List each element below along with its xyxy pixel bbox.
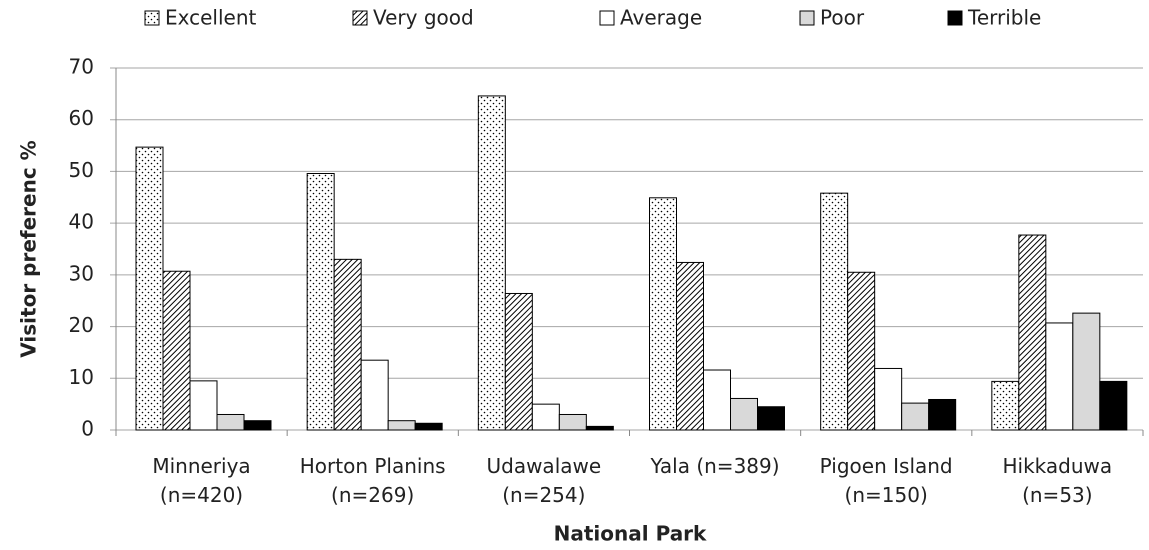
bar (1072, 312, 1101, 431)
x-tick-label: Horton Planins (n=269) (299, 454, 446, 507)
bar (558, 413, 587, 431)
legend-swatch (799, 10, 815, 26)
legend-label: Very good (373, 6, 474, 30)
bar (162, 270, 191, 431)
bar (676, 261, 704, 431)
bar (531, 403, 560, 431)
bar (243, 420, 272, 431)
legend-label: Excellent (165, 6, 257, 30)
y-tick-label: 40 (69, 210, 94, 234)
bar (1099, 380, 1128, 431)
bar (387, 420, 416, 431)
bar (477, 95, 506, 431)
bar (333, 258, 362, 431)
x-tick-label: Yala (n=389) (650, 454, 780, 478)
x-axis-title: National Park (554, 522, 707, 546)
bar (1045, 322, 1074, 431)
bar (901, 402, 930, 431)
legend-swatch (144, 10, 160, 26)
legend-swatch (947, 10, 963, 26)
bar (928, 398, 957, 431)
bar (414, 422, 443, 431)
bar (649, 197, 677, 431)
bar (991, 380, 1020, 431)
legend-swatch (352, 10, 368, 26)
x-tick-label: Udawalawe (n=254) (486, 454, 602, 507)
legend-swatch (599, 10, 615, 26)
bar (504, 292, 533, 431)
bar (189, 380, 218, 431)
y-tick-label: 60 (69, 106, 94, 130)
bar (820, 192, 849, 431)
bar (847, 271, 876, 431)
x-tick-label: Minneriya (n=420) (152, 454, 251, 507)
bar (703, 369, 731, 431)
y-tick-label: 0 (81, 417, 94, 441)
bar (730, 397, 758, 431)
bar (874, 367, 903, 431)
y-tick-label: 20 (69, 313, 94, 337)
x-tick-label: Pigoen Island (n=150) (819, 454, 953, 507)
bar (757, 406, 785, 431)
legend-label: Poor (820, 6, 865, 30)
y-tick-label: 50 (69, 158, 94, 182)
bar (1018, 234, 1047, 431)
bar (216, 413, 245, 431)
y-axis-title: Visitor preferenc % (17, 140, 41, 357)
y-tick-label: 70 (69, 55, 94, 79)
x-tick-label: Hikkaduwa (n=53) (1002, 454, 1113, 507)
bar (306, 172, 335, 431)
bar (360, 359, 389, 431)
bar (585, 425, 614, 431)
legend-label: Terrible (967, 6, 1041, 30)
bar (135, 146, 164, 431)
y-tick-label: 30 (69, 261, 94, 285)
y-tick-label: 10 (69, 365, 94, 389)
legend-label: Average (620, 6, 702, 30)
